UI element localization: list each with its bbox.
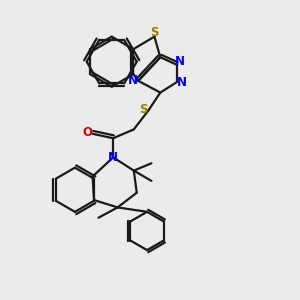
- Text: N: N: [108, 151, 118, 164]
- Text: N: N: [175, 55, 185, 68]
- Text: N: N: [128, 74, 138, 87]
- Text: O: O: [82, 126, 92, 140]
- Text: S: S: [150, 26, 159, 39]
- Text: S: S: [139, 103, 148, 116]
- Text: N: N: [177, 76, 187, 89]
